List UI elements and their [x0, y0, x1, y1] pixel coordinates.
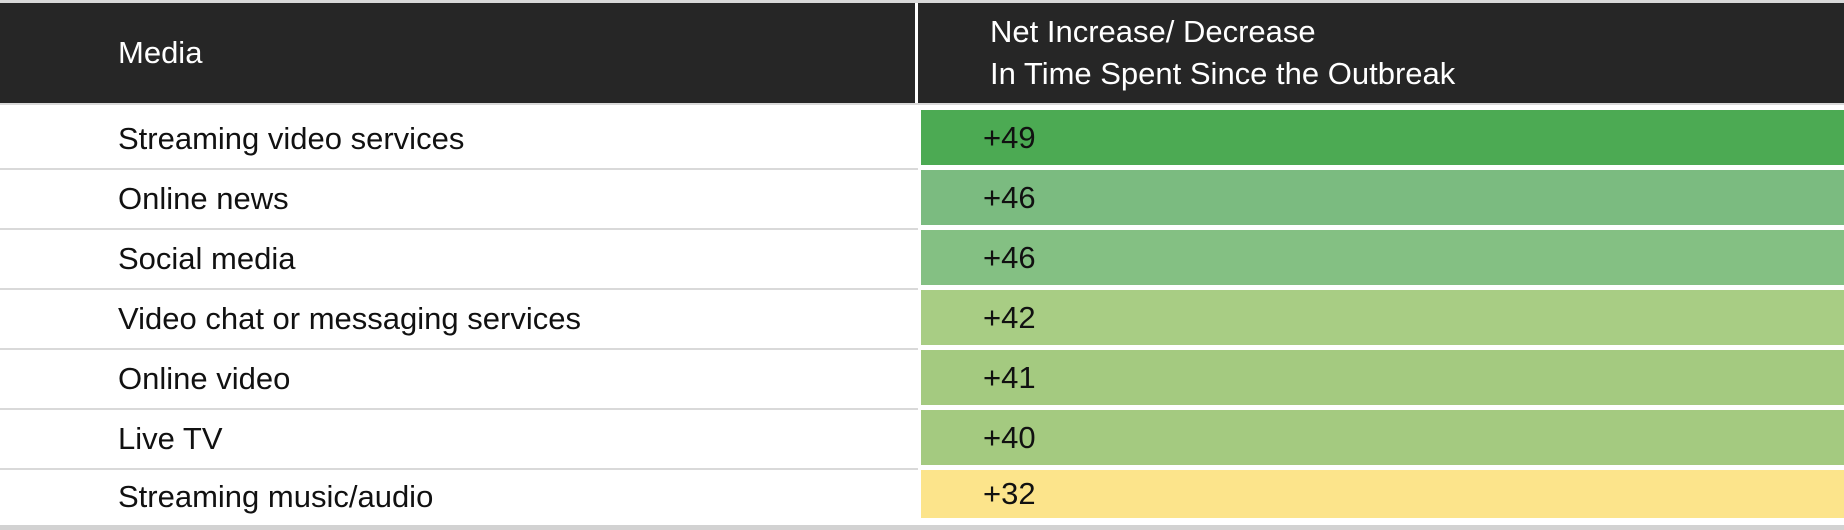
value-cell-fill: +49	[921, 110, 1844, 165]
media-cell: Streaming video services	[0, 110, 918, 170]
header-cell-value: Net Increase/ Decrease In Time Spent Sin…	[918, 3, 1844, 103]
header-cell-media: Media	[0, 3, 918, 103]
media-cell-label: Online video	[118, 361, 291, 396]
value-cell: +40	[918, 410, 1844, 470]
table-rows: Streaming video services +49 Online news…	[0, 110, 1844, 523]
header-media-label: Media	[118, 35, 203, 70]
table-row: Live TV +40	[0, 410, 1844, 470]
media-cell-label: Streaming music/audio	[118, 478, 434, 514]
header-value-label-line2: In Time Spent Since the Outbreak	[990, 56, 1456, 91]
header-value-label-line1: Net Increase/ Decrease	[990, 14, 1316, 49]
table-row: Online news +46	[0, 170, 1844, 230]
value-cell: +32	[918, 470, 1844, 523]
value-cell-label: +32	[983, 476, 1036, 511]
value-cell: +42	[918, 290, 1844, 350]
media-cell-label: Social media	[118, 241, 296, 276]
media-cell: Streaming music/audio	[0, 470, 918, 523]
media-cell-label: Video chat or messaging services	[118, 301, 581, 336]
value-cell: +49	[918, 110, 1844, 170]
media-cell: Online video	[0, 350, 918, 410]
table-row: Streaming video services +49	[0, 110, 1844, 170]
value-cell-label: +49	[983, 119, 1036, 155]
value-cell-fill: +46	[921, 230, 1844, 285]
media-cell-label: Online news	[118, 181, 289, 216]
header-separator	[0, 103, 1844, 110]
media-cell: Social media	[0, 230, 918, 290]
value-cell-fill: +42	[921, 290, 1844, 345]
media-cell: Video chat or messaging services	[0, 290, 918, 350]
value-cell-fill: +41	[921, 350, 1844, 405]
media-cell-label: Streaming video services	[118, 121, 465, 156]
value-cell-fill: +40	[921, 410, 1844, 465]
value-cell-fill: +32	[921, 470, 1844, 518]
table-bottom-border	[0, 523, 1844, 530]
table-row: Online video +41	[0, 350, 1844, 410]
value-cell-fill: +46	[921, 170, 1844, 225]
table-header-row: Media Net Increase/ Decrease In Time Spe…	[0, 3, 1844, 103]
media-cell: Live TV	[0, 410, 918, 470]
media-cell-label: Live TV	[118, 421, 223, 456]
value-cell: +46	[918, 230, 1844, 290]
table-row: Social media +46	[0, 230, 1844, 290]
table-row: Streaming music/audio +32	[0, 470, 1844, 523]
value-cell-label: +46	[983, 239, 1036, 275]
value-cell: +46	[918, 170, 1844, 230]
table-row: Video chat or messaging services +42	[0, 290, 1844, 350]
value-cell-label: +42	[983, 299, 1036, 335]
value-cell-label: +41	[983, 359, 1036, 395]
value-cell-label: +40	[983, 419, 1036, 455]
value-cell-label: +46	[983, 179, 1036, 215]
media-cell: Online news	[0, 170, 918, 230]
value-cell: +41	[918, 350, 1844, 410]
